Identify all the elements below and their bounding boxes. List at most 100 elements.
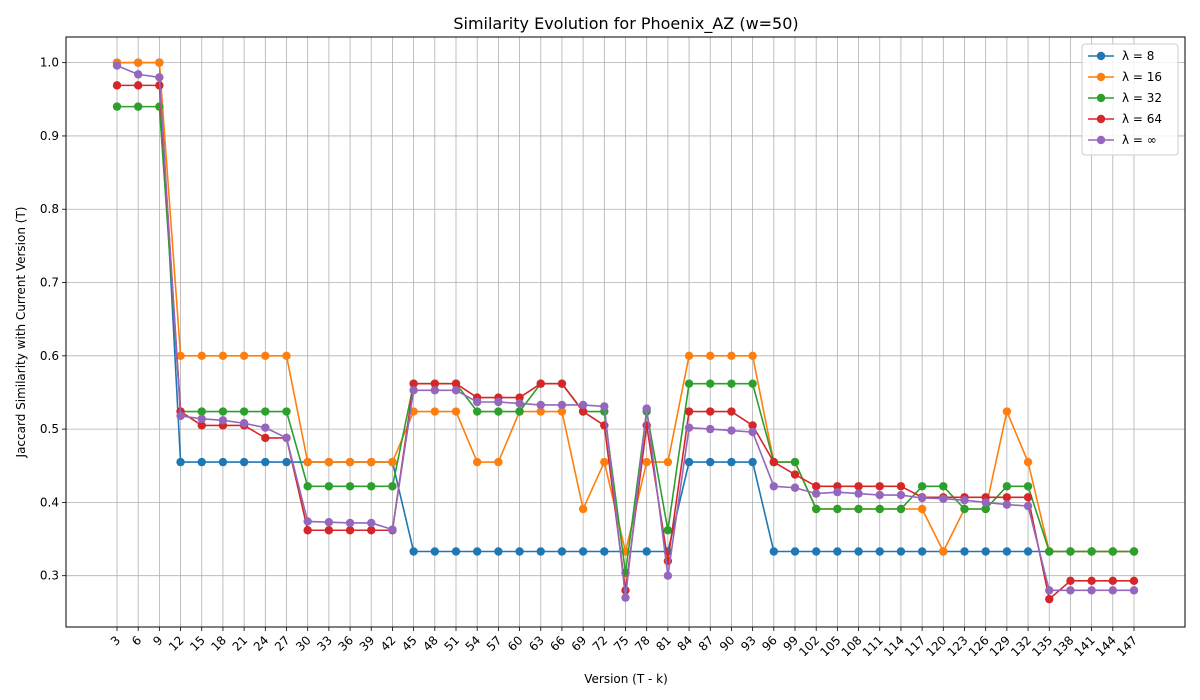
data-point [494, 407, 503, 416]
data-point [642, 547, 651, 556]
x-tick-label: 138 [1050, 633, 1076, 659]
data-point [324, 526, 334, 535]
x-tick-label: 87 [696, 633, 717, 654]
data-point [155, 102, 164, 111]
data-point [176, 351, 185, 361]
data-point [536, 407, 545, 416]
data-point [1129, 547, 1139, 556]
x-tick-label: 129 [987, 633, 1013, 659]
data-point [684, 351, 694, 361]
data-point [960, 496, 969, 505]
data-point [706, 407, 715, 416]
data-point [769, 457, 779, 467]
data-point [430, 407, 440, 416]
data-point [155, 73, 164, 82]
legend-box [1081, 43, 1179, 156]
data-point [854, 547, 863, 556]
x-tick-label: 48 [420, 633, 441, 654]
data-point [303, 526, 312, 535]
legend-marker [1096, 135, 1106, 145]
data-point [875, 482, 884, 491]
data-point [684, 423, 694, 432]
x-tick-label: 141 [1072, 633, 1098, 659]
data-point [367, 518, 376, 528]
data-point [1108, 576, 1118, 586]
data-point [1066, 547, 1075, 556]
y-axis: 0.3 0.4 0.5 0.6 0.7 0.8 0.9 1.0 [40, 56, 66, 583]
x-tick-label: 84 [674, 633, 695, 654]
x-tick-label: 39 [357, 633, 378, 654]
data-point [896, 490, 906, 500]
data-point [1066, 586, 1075, 595]
data-point [451, 386, 461, 395]
data-point [811, 504, 821, 514]
data-point [663, 526, 673, 535]
chart-title: Similarity Evolution for Phoenix_AZ (w=5… [453, 14, 798, 34]
y-tick-label: 0.6 [40, 349, 59, 363]
data-point [1129, 586, 1139, 595]
legend-marker [1096, 72, 1106, 82]
legend-label: λ = 16 [1122, 70, 1162, 84]
data-point [896, 547, 906, 556]
legend-marker [1096, 114, 1106, 124]
data-point [261, 457, 270, 467]
data-point [854, 482, 863, 491]
x-tick-label: 93 [738, 633, 759, 654]
data-point [917, 504, 927, 514]
data-point [239, 419, 249, 428]
data-point [409, 547, 418, 556]
data-point [557, 379, 567, 388]
x-tick-label: 6 [129, 633, 144, 648]
data-point [727, 351, 736, 361]
data-point [833, 547, 842, 556]
data-point [536, 379, 545, 388]
data-point [345, 482, 355, 491]
data-point [748, 457, 757, 467]
data-point [1045, 547, 1054, 556]
data-point [578, 407, 588, 416]
x-tick-label: 96 [759, 633, 780, 654]
data-point [282, 351, 291, 361]
data-point [133, 81, 143, 90]
x-tick-label: 69 [569, 633, 590, 654]
data-point [112, 81, 122, 90]
x-tick-label: 45 [399, 633, 420, 654]
data-point [409, 379, 418, 388]
y-axis-label: Jaccard Similarity with Current Version … [14, 207, 28, 459]
x-tick-label: 81 [653, 633, 674, 654]
x-tick-label: 57 [484, 633, 505, 654]
x-tick-label: 126 [966, 633, 992, 659]
data-point [1087, 586, 1096, 595]
data-point [981, 498, 990, 507]
data-point [472, 407, 482, 416]
data-point [939, 494, 948, 503]
data-point [282, 407, 291, 416]
data-point [621, 586, 630, 595]
x-tick-label: 42 [378, 633, 399, 654]
data-point [112, 61, 122, 70]
x-tick-label: 144 [1093, 633, 1119, 659]
legend-label: λ = ∞ [1122, 133, 1157, 147]
data-point [706, 351, 715, 361]
data-point [939, 547, 948, 556]
data-point [409, 407, 418, 416]
data-point [367, 482, 376, 491]
data-point [1045, 586, 1054, 595]
data-point [472, 397, 482, 407]
data-point [833, 482, 842, 491]
data-point [430, 386, 440, 395]
data-point [303, 457, 312, 467]
x-tick-label: 21 [230, 633, 251, 654]
data-point [261, 433, 270, 443]
x-tick-label: 3 [108, 633, 123, 648]
data-point [790, 547, 800, 556]
x-tick-label: 24 [251, 633, 272, 654]
data-point [176, 457, 185, 467]
data-point [472, 547, 482, 556]
data-point [621, 593, 630, 602]
x-tick-label: 132 [1008, 633, 1034, 659]
data-point [727, 426, 736, 435]
x-tick-label: 36 [335, 633, 356, 654]
data-point [960, 504, 969, 514]
